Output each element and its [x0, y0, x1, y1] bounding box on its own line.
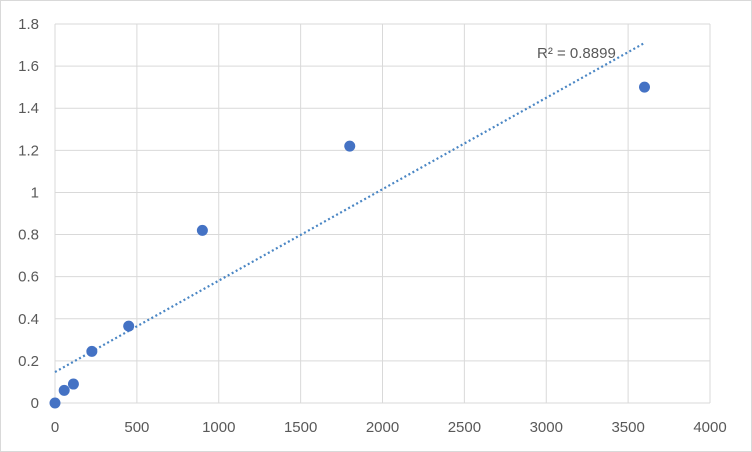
- data-point: [639, 81, 650, 93]
- trendline: [54, 41, 646, 374]
- y-tick-label: 1.4: [18, 100, 39, 117]
- y-tick-label: 0.8: [18, 227, 39, 244]
- y-tick-label: 0.6: [18, 269, 39, 286]
- x-axis-tick-labels: 0 500 1000 1500 2000 2500 3000 3500 4000: [51, 419, 727, 436]
- y-tick-label: 1: [31, 184, 39, 201]
- y-tick-label: 1.2: [18, 142, 39, 159]
- x-tick-label: 3500: [611, 419, 644, 436]
- data-point: [49, 397, 61, 409]
- y-tick-label: 1.8: [18, 16, 39, 33]
- data-point: [344, 140, 356, 152]
- x-tick-label: 1000: [202, 419, 235, 436]
- data-point: [196, 224, 208, 236]
- data-point: [86, 345, 98, 357]
- trendline-group: [54, 41, 646, 374]
- x-tick-label: 4000: [693, 419, 726, 436]
- data-point: [58, 384, 70, 396]
- y-tick-label: 0: [31, 395, 39, 412]
- data-point: [123, 320, 135, 332]
- y-tick-label: 1.6: [18, 58, 39, 75]
- y-tick-label: 0.2: [18, 353, 39, 370]
- x-tick-label: 0: [51, 419, 59, 436]
- x-tick-label: 2000: [366, 419, 399, 436]
- x-tick-label: 500: [124, 419, 149, 436]
- x-tick-label: 3000: [530, 419, 563, 436]
- y-tick-label: 0.4: [18, 311, 39, 328]
- grid-lines: [54, 23, 711, 404]
- data-points: [49, 81, 650, 409]
- y-axis-tick-labels: 0 0.2 0.4 0.6 0.8 1 1.2 1.4 1.6 1.8: [18, 16, 39, 412]
- data-point: [67, 378, 79, 390]
- r-squared-label: R² = 0.8899: [537, 45, 616, 62]
- x-tick-label: 2500: [448, 419, 481, 436]
- x-tick-label: 1500: [284, 419, 317, 436]
